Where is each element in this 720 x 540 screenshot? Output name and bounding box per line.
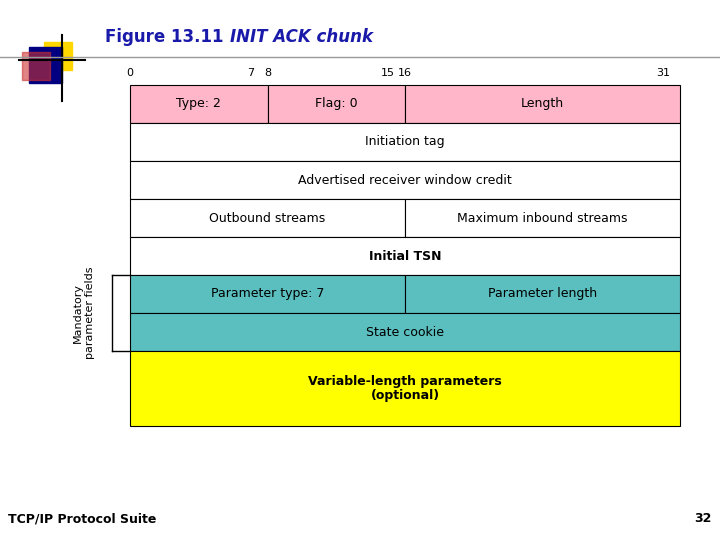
- Text: 15: 15: [381, 68, 395, 78]
- Text: INIT ACK chunk: INIT ACK chunk: [230, 28, 373, 46]
- Text: 8: 8: [264, 68, 271, 78]
- Bar: [44, 42, 72, 70]
- Text: Mandatory
parameter fields: Mandatory parameter fields: [73, 267, 95, 359]
- Text: Initiation tag: Initiation tag: [365, 136, 445, 148]
- Bar: [405, 199, 680, 237]
- Bar: [130, 351, 680, 426]
- Bar: [130, 161, 680, 199]
- Text: Flag: 0: Flag: 0: [315, 98, 358, 111]
- Text: State cookie: State cookie: [366, 326, 444, 339]
- Text: Type: 2: Type: 2: [176, 98, 221, 111]
- Text: 0: 0: [127, 68, 133, 78]
- Bar: [405, 275, 680, 313]
- Bar: [29, 47, 62, 83]
- Bar: [22, 52, 50, 80]
- Bar: [268, 85, 405, 123]
- Bar: [130, 199, 405, 237]
- Bar: [130, 237, 680, 275]
- Text: Parameter type: 7: Parameter type: 7: [211, 287, 324, 300]
- Bar: [130, 123, 680, 161]
- Text: 16: 16: [398, 68, 412, 78]
- Text: 31: 31: [656, 68, 670, 78]
- Text: Advertised receiver window credit: Advertised receiver window credit: [298, 173, 512, 186]
- Bar: [130, 313, 680, 351]
- Text: 32: 32: [695, 512, 712, 525]
- Text: Outbound streams: Outbound streams: [210, 212, 325, 225]
- Text: Length: Length: [521, 98, 564, 111]
- Text: Initial TSN: Initial TSN: [369, 249, 441, 262]
- Bar: [130, 275, 405, 313]
- Text: Figure 13.11: Figure 13.11: [105, 28, 223, 46]
- Text: Variable-length parameters
(optional): Variable-length parameters (optional): [308, 375, 502, 402]
- Text: 7: 7: [247, 68, 254, 78]
- Text: TCP/IP Protocol Suite: TCP/IP Protocol Suite: [8, 512, 156, 525]
- Bar: [130, 85, 268, 123]
- Bar: [405, 85, 680, 123]
- Text: Parameter length: Parameter length: [488, 287, 597, 300]
- Text: Maximum inbound streams: Maximum inbound streams: [457, 212, 628, 225]
